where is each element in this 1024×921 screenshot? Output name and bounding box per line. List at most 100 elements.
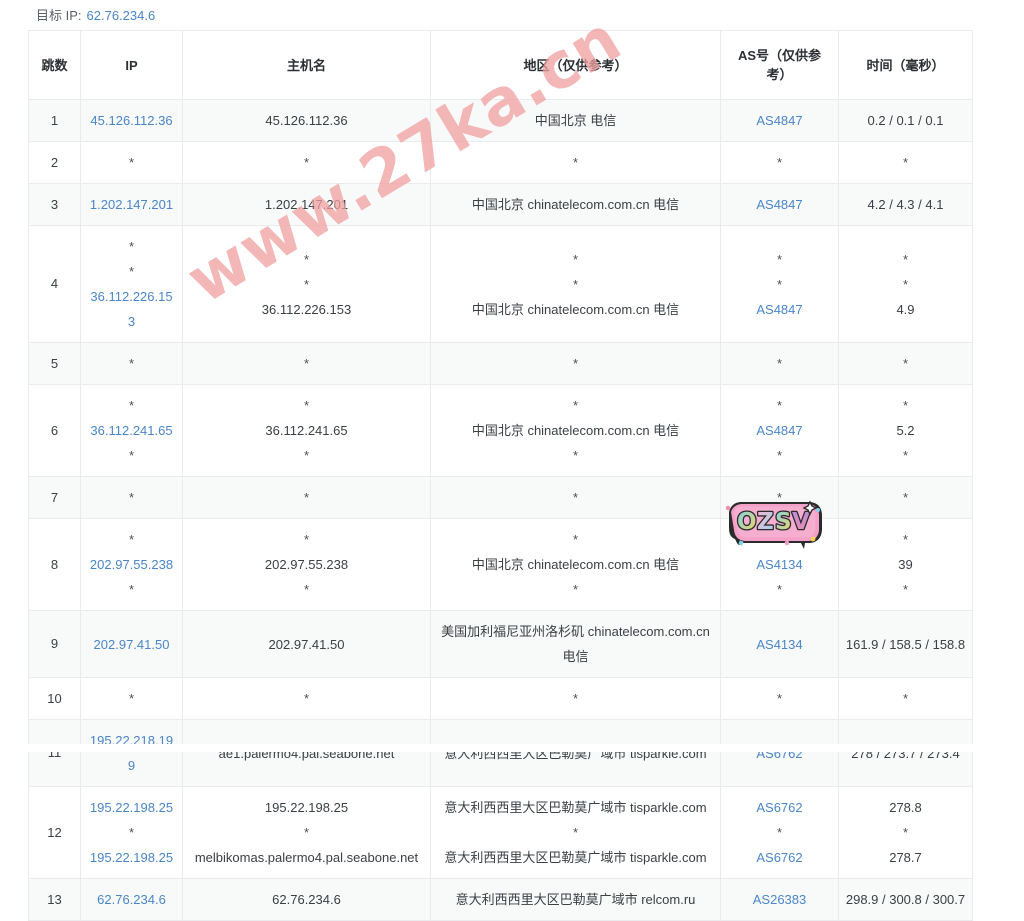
cell-host: 202.97.41.50 [182,610,431,678]
cell-ip-link[interactable]: 36.112.226.153 [90,289,173,329]
cell-ip: 1.202.147.201 [80,183,183,226]
cell-time-nodata: * [902,825,909,840]
cell-host: * [182,342,431,385]
cell-hop: 6 [28,384,81,477]
traceroute-table: 跳数 IP 主机名 地区（仅供参考） AS号（仅供参考） 时间（毫秒） 1 45.… [28,30,973,921]
cell-as: * AS4134 * [720,518,839,611]
table-row: 9 202.97.41.50 202.97.41.50 美国加利福尼亚州洛杉矶 chi… [28,610,973,678]
cell-as-link[interactable]: AS4847 [756,423,803,438]
cell-host: * [182,476,431,519]
cell-geo-value: 中国北京 chinatelecom.com.cn 电信 [471,197,680,212]
cell-host-nodata: * [303,490,310,505]
cell-geo: 意大利西西里大区巴勒莫广域市 tisparkle.com [430,719,721,787]
cell-ip: * * 36.112.226.153 [80,225,183,343]
cell-time: 161.9 / 158.5 / 158.8 [838,610,973,678]
cell-geo-value: 意大利西西里大区巴勒莫广域市 tisparkle.com [444,850,707,865]
column-header-hop: 跳数 [28,30,81,100]
cell-host: 195.22.198.25 * melbikomas.palermo4.pal.se… [182,786,431,879]
column-header-host: 主机名 [182,30,431,100]
cell-as: * [720,342,839,385]
cell-ip-link[interactable]: 36.112.241.65 [90,423,173,438]
cell-geo: 美国加利福尼亚州洛杉矶 chinatelecom.com.cn 电信 [430,610,721,678]
cell-ip-nodata: * [128,264,135,279]
cell-as: AS6762 * AS6762 [720,786,839,879]
cell-hop: 9 [28,610,81,678]
cell-geo-nodata: * [572,251,579,267]
table-row: 13 62.76.234.6 62.76.234.6 意大利西西里大区巴勒莫广域市 r… [28,878,973,921]
cell-hop: 11 [28,719,81,787]
cell-time: 278 / 273.7 / 273.4 [838,719,973,787]
cell-as-nodata: * [776,251,783,267]
cell-geo: * [430,342,721,385]
cell-host-nodata: * [303,398,310,413]
cell-ip: 45.126.112.36 [80,99,183,142]
cell-host: ae1.palermo4.pal.seabone.net [182,719,431,787]
cell-ip: 202.97.41.50 [80,610,183,678]
column-header-geo: 地区（仅供参考） [430,30,721,100]
cell-as-link[interactable]: AS26383 [752,892,807,907]
cell-time-nodata: * [902,582,909,597]
cell-host-nodata: * [303,356,310,371]
cell-as: AS4847 [720,99,839,142]
cell-ip-link[interactable]: 195.22.198.25 [89,800,174,815]
table-header-row: 跳数 IP 主机名 地区（仅供参考） AS号（仅供参考） 时间（毫秒） [28,30,973,100]
cell-ip-link[interactable]: 1.202.147.201 [89,197,174,212]
cell-geo-nodata: * [572,825,579,840]
cell-time: * * 4.9 [838,225,973,343]
cell-ip-link[interactable]: 45.126.112.36 [90,113,173,128]
cell-as-nodata: * [776,532,783,547]
cell-as-link[interactable]: AS6762 [756,800,803,815]
cell-ip-link[interactable]: 202.97.55.238 [89,557,174,572]
cell-as-link[interactable]: AS4847 [756,301,803,317]
cell-ip: * 36.112.241.65 * [80,384,183,477]
cell-as: AS4847 [720,183,839,226]
cell-ip-nodata: * [128,448,135,463]
cell-geo: * * 中国北京 chinatelecom.com.cn 电信 [430,225,721,343]
cell-as-link[interactable]: AS6762 [756,850,803,865]
cell-ip-link[interactable]: 62.76.234.6 [97,892,166,907]
cell-geo: * [430,476,721,519]
cell-as: * [720,141,839,184]
cell-as: AS6762 [720,719,839,787]
cell-time-nodata: * [902,691,909,706]
target-ip-value[interactable]: 62.76.234.6 [86,8,156,23]
cell-geo: * [430,677,721,720]
cell-host: * 36.112.241.65 * [182,384,431,477]
cell-host-nodata: * [303,155,310,170]
cell-host-value: 202.97.41.50 [268,636,345,652]
cell-as-nodata: * [776,448,783,463]
cell-hop: 10 [28,677,81,720]
cell-as-link[interactable]: AS4847 [756,113,803,128]
cell-geo-value: 意大利西西里大区巴勒莫广域市 tisparkle.com [444,800,707,815]
cell-geo-nodata: * [572,398,579,413]
cell-as: AS26383 [720,878,839,921]
cell-time-value: 39 [898,557,913,572]
cell-ip-link[interactable]: 202.97.41.50 [93,636,170,652]
cell-time-value: 0.2 / 0.1 / 0.1 [867,113,944,128]
cell-ip: 195.22.218.199 [80,719,183,787]
cell-hop: 13 [28,878,81,921]
cell-ip-link[interactable]: 195.22.218.199 [89,733,174,773]
cell-time: * [838,476,973,519]
cell-as-link[interactable]: AS4847 [756,197,803,212]
table-row: 6 * 36.112.241.65 * * 36.112.241.65 * * 中国北京 chi… [28,384,973,477]
cell-host-value: 36.112.226.153 [261,301,352,317]
table-row: 10 * * * * * [28,677,973,720]
cell-geo-nodata: * [572,356,579,371]
cell-as-link[interactable]: AS4134 [756,557,803,572]
cell-time: * [838,141,973,184]
cell-as-nodata: * [776,155,783,170]
cell-ip-nodata: * [128,582,135,597]
cell-host: 45.126.112.36 [182,99,431,142]
cell-geo: 意大利西西里大区巴勒莫广域市 relcom.ru [430,878,721,921]
cell-time-nodata: * [902,276,909,292]
cell-time-value: 5.2 [896,423,915,438]
cell-time-value: 278.7 [889,850,922,865]
cell-hop: 7 [28,476,81,519]
cell-ip-nodata: * [128,398,135,413]
cell-geo-value: 中国北京 chinatelecom.com.cn 电信 [471,557,680,572]
cell-as-link[interactable]: AS4134 [756,636,803,652]
cell-host-nodata: * [303,532,310,547]
table-row: 4 * * 36.112.226.153 * * 36.112.226.153 * * 中国北京 … [28,225,973,343]
cell-ip-link[interactable]: 195.22.198.25 [89,850,174,865]
